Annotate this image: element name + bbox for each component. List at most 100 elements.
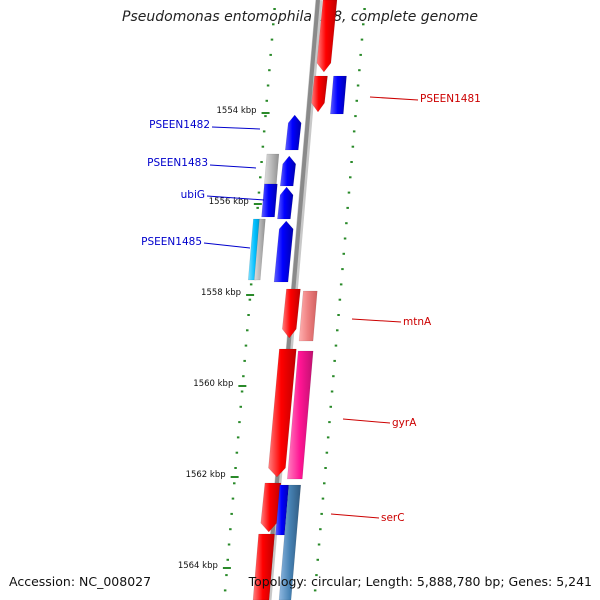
outline-dot-right	[355, 99, 359, 102]
outline-dot-left	[234, 467, 237, 469]
outline-dot-left	[259, 176, 262, 179]
outline-dot-right	[345, 222, 348, 225]
outline-dot-right	[338, 298, 342, 301]
gene-label[interactable]: PSEEN1485	[141, 236, 202, 248]
outline-dot-left	[257, 191, 261, 194]
outline-dot-right	[360, 38, 364, 41]
gene-label[interactable]: mtnA	[403, 316, 432, 328]
outline-dot-left	[230, 512, 233, 515]
gene-feature	[252, 533, 275, 600]
outline-dot-right	[351, 145, 355, 148]
scale-tick-label: 1554 kbp	[217, 106, 257, 116]
outline-dot-right	[356, 84, 360, 87]
scale-tick-label: 1560 kbp	[193, 379, 233, 389]
outline-dot-right	[341, 268, 344, 271]
outline-dot-left	[249, 283, 253, 286]
gene-feature	[279, 155, 297, 187]
scale-tick-label: 1556 kbp	[209, 197, 249, 207]
outline-dot-right	[352, 130, 356, 133]
gene-leader-line	[351, 318, 402, 323]
outline-dot-right	[358, 69, 361, 72]
outline-dot-right	[349, 176, 352, 179]
outline-dot-right	[363, 8, 366, 10]
outline-dot-right	[330, 390, 334, 393]
outline-dot-left	[225, 574, 228, 577]
topology-text: Topology: circular; Length: 5,888,780 bp…	[248, 574, 592, 589]
gene-leader-line	[209, 164, 257, 169]
gene-feature	[284, 114, 302, 151]
outline-dot-right	[316, 558, 320, 561]
outline-dot-left	[242, 375, 245, 378]
outline-dot-left	[226, 558, 230, 561]
outline-dot-right	[325, 451, 329, 454]
gene-feature	[330, 75, 347, 115]
outline-dot-left	[262, 130, 266, 133]
outline-dot-right	[336, 329, 339, 332]
outline-dot-left	[266, 84, 270, 87]
gene-label[interactable]: PSEEN1482	[149, 119, 210, 131]
outline-dot-right	[346, 206, 349, 209]
gene-feature	[298, 290, 318, 342]
outline-dot-right	[321, 497, 325, 500]
outline-dot-right	[332, 375, 335, 378]
outline-dot-right	[333, 359, 336, 362]
outline-dot-left	[239, 405, 243, 408]
outline-dot-right	[334, 344, 338, 347]
gene-feature	[260, 482, 282, 533]
outline-dot-right	[326, 436, 330, 439]
outline-dot-left	[227, 543, 231, 546]
outline-dot-right	[315, 574, 318, 577]
outline-dot-left	[233, 482, 236, 485]
outline-dot-left	[260, 161, 263, 163]
outline-dot-left	[256, 206, 259, 209]
outline-dot-left	[231, 497, 235, 500]
gene-feature	[268, 348, 297, 478]
outline-dot-left	[240, 390, 244, 393]
outline-dot-left	[236, 436, 240, 439]
outline-dot-left	[270, 38, 274, 41]
gene-feature	[264, 153, 280, 185]
accession-text: Accession: NC_008027	[9, 574, 152, 589]
gene-feature	[261, 183, 278, 218]
scale-tick-label: 1558 kbp	[201, 288, 241, 298]
outline-dot-right	[323, 482, 326, 485]
gene-label[interactable]: PSEEN1481	[420, 93, 481, 105]
outline-dot-left	[264, 115, 267, 118]
gene-feature	[282, 288, 301, 339]
gene-feature	[278, 484, 302, 600]
outline-dot-left	[273, 8, 276, 10]
outline-dot-right	[362, 23, 365, 26]
outline-dot-left	[238, 421, 241, 424]
gene-label[interactable]: ubiG	[181, 189, 205, 201]
outline-dot-left	[272, 23, 275, 26]
outline-dot-left	[244, 344, 248, 347]
outline-dot-left	[261, 145, 265, 148]
gene-feature	[287, 350, 314, 480]
outline-dot-right	[343, 237, 347, 240]
outline-dot-right	[324, 467, 327, 469]
outline-dot-right	[354, 115, 357, 118]
outline-dot-right	[347, 191, 351, 194]
gene-leader-line	[330, 513, 380, 519]
outline-dot-right	[339, 283, 343, 286]
outline-dot-right	[342, 252, 346, 255]
gene-feature	[253, 218, 266, 281]
gene-label[interactable]: PSEEN1483	[147, 157, 208, 169]
outline-dot-right	[350, 161, 353, 163]
gene-leader-line	[342, 418, 391, 424]
gene-feature	[275, 484, 290, 536]
gene-label[interactable]: serC	[381, 512, 405, 524]
outline-dot-left	[269, 53, 272, 56]
gene-feature	[273, 220, 294, 283]
gene-label[interactable]: gyrA	[392, 417, 417, 429]
scale-tick-label: 1562 kbp	[186, 470, 226, 480]
gene-feature	[277, 186, 294, 220]
outline-dot-left	[265, 99, 269, 102]
outline-dot-left	[247, 314, 250, 316]
outline-dot-right	[337, 314, 340, 316]
scale-tick-label: 1564 kbp	[178, 561, 218, 571]
gene-leader-line	[203, 242, 251, 249]
outline-dot-right	[359, 53, 362, 56]
outline-dot-left	[268, 69, 271, 72]
